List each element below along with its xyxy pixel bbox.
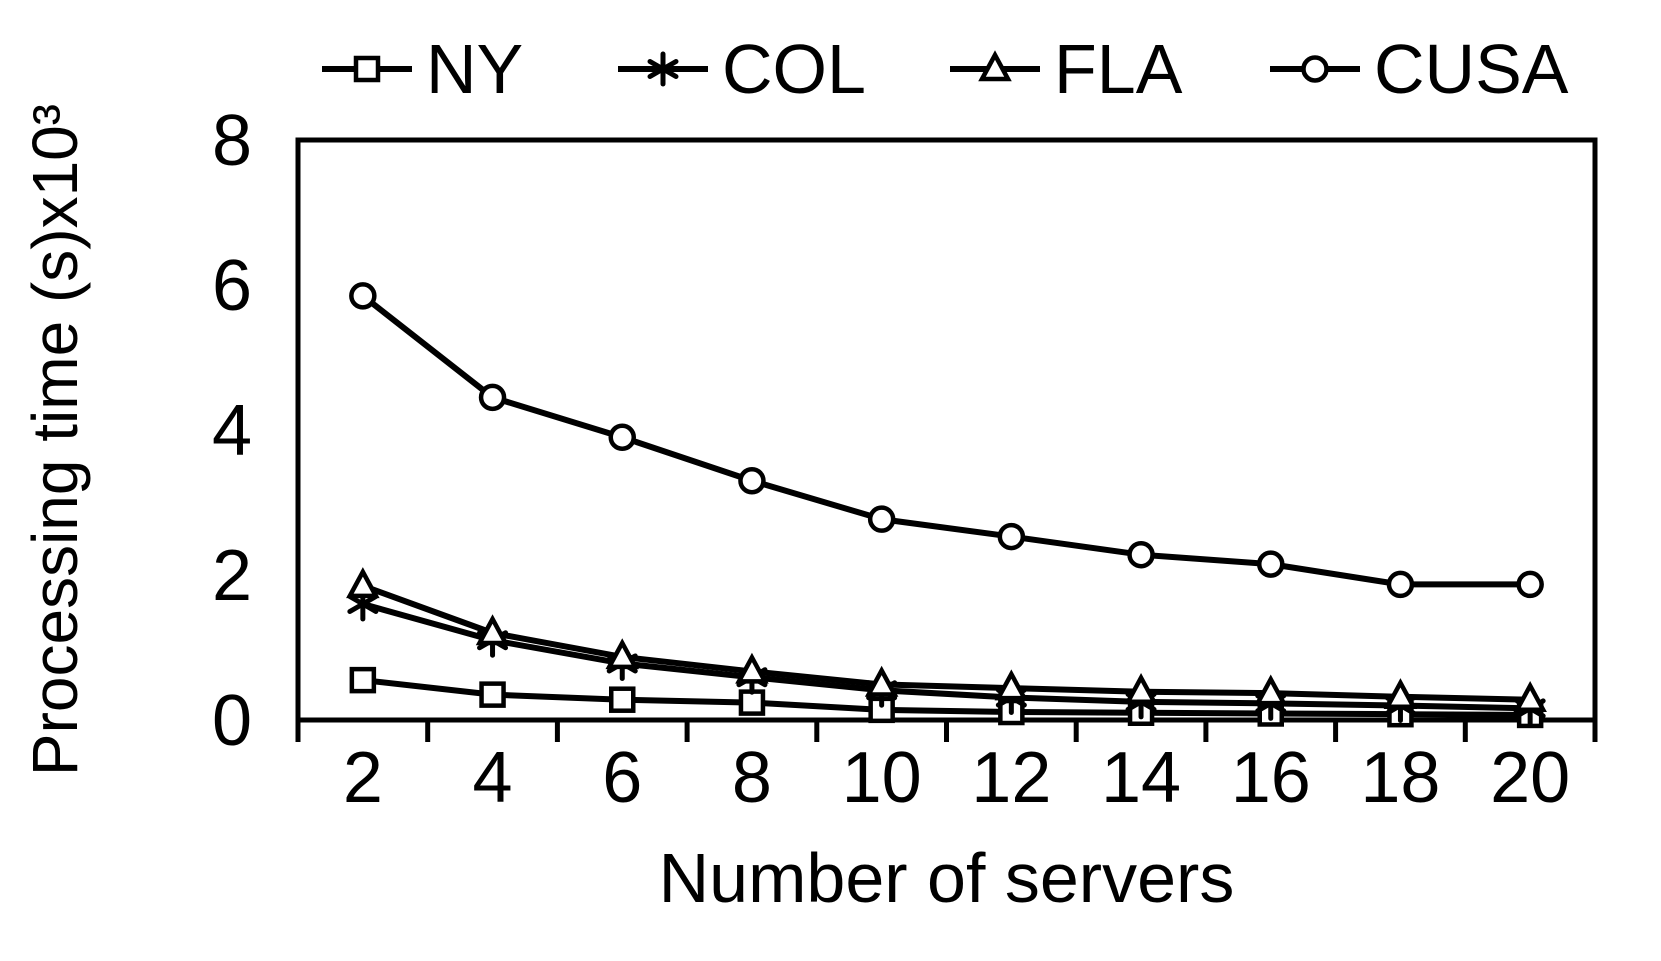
square-marker — [609, 686, 636, 713]
circle-marker — [1516, 570, 1544, 599]
x-axis-title: Number of servers — [658, 839, 1235, 917]
square-marker — [738, 689, 766, 716]
square-marker — [479, 681, 506, 708]
x-tick-label: 18 — [1360, 738, 1440, 818]
series-COL-line — [362, 601, 1531, 712]
circle-marker — [349, 282, 377, 310]
circle-marker — [608, 423, 636, 451]
y-tick-label: 8 — [212, 101, 252, 181]
triangle-marker — [1124, 673, 1158, 704]
series-CUSA-line — [361, 293, 1531, 588]
triangle-marker — [1513, 680, 1547, 712]
circle-marker — [1257, 550, 1285, 578]
triangle-marker — [994, 669, 1029, 701]
triangle-marker — [605, 638, 640, 670]
series-COL — [347, 586, 1546, 726]
triangle-marker — [1383, 678, 1418, 710]
x-axis-tick-labels: 2 4 6 8 10 12 14 16 18 20 — [343, 738, 1570, 818]
triangle-marker — [475, 614, 510, 646]
x-axis-ticks — [295, 720, 1598, 742]
y-tick-label: 0 — [212, 681, 252, 761]
x-tick-label: 6 — [602, 738, 642, 818]
triangle-marker — [346, 567, 380, 599]
triangle-marker — [864, 665, 899, 697]
x-tick-label: 20 — [1490, 738, 1570, 818]
triangle-marker — [1253, 674, 1288, 706]
x-tick-label: 10 — [842, 738, 922, 818]
y-tick-label: 2 — [212, 536, 252, 616]
y-tick-label: 6 — [212, 246, 252, 326]
x-tick-label: 2 — [343, 738, 383, 818]
square-marker — [349, 666, 377, 694]
x-tick-label: 14 — [1101, 738, 1181, 818]
x-tick-label: 8 — [732, 738, 772, 818]
triangle-marker — [735, 652, 769, 684]
circle-marker — [738, 467, 766, 495]
circle-marker — [478, 383, 507, 412]
y-tick-label: 4 — [212, 391, 252, 471]
circle-marker — [997, 522, 1026, 551]
series-NY-line — [362, 677, 1531, 718]
circle-marker — [867, 505, 896, 533]
y-axis-tick-labels: 0 2 4 6 8 — [212, 101, 252, 761]
x-tick-label: 16 — [1231, 738, 1311, 818]
series-FLA — [346, 567, 1547, 712]
circle-marker — [1127, 540, 1155, 569]
x-tick-label: 12 — [971, 738, 1051, 818]
circle-marker — [1386, 570, 1415, 599]
x-tick-label: 4 — [473, 738, 513, 818]
series-CUSA — [349, 282, 1544, 599]
y-axis-title: Processing time (s)x10³ — [19, 103, 91, 777]
series-FLA-line — [361, 583, 1531, 703]
